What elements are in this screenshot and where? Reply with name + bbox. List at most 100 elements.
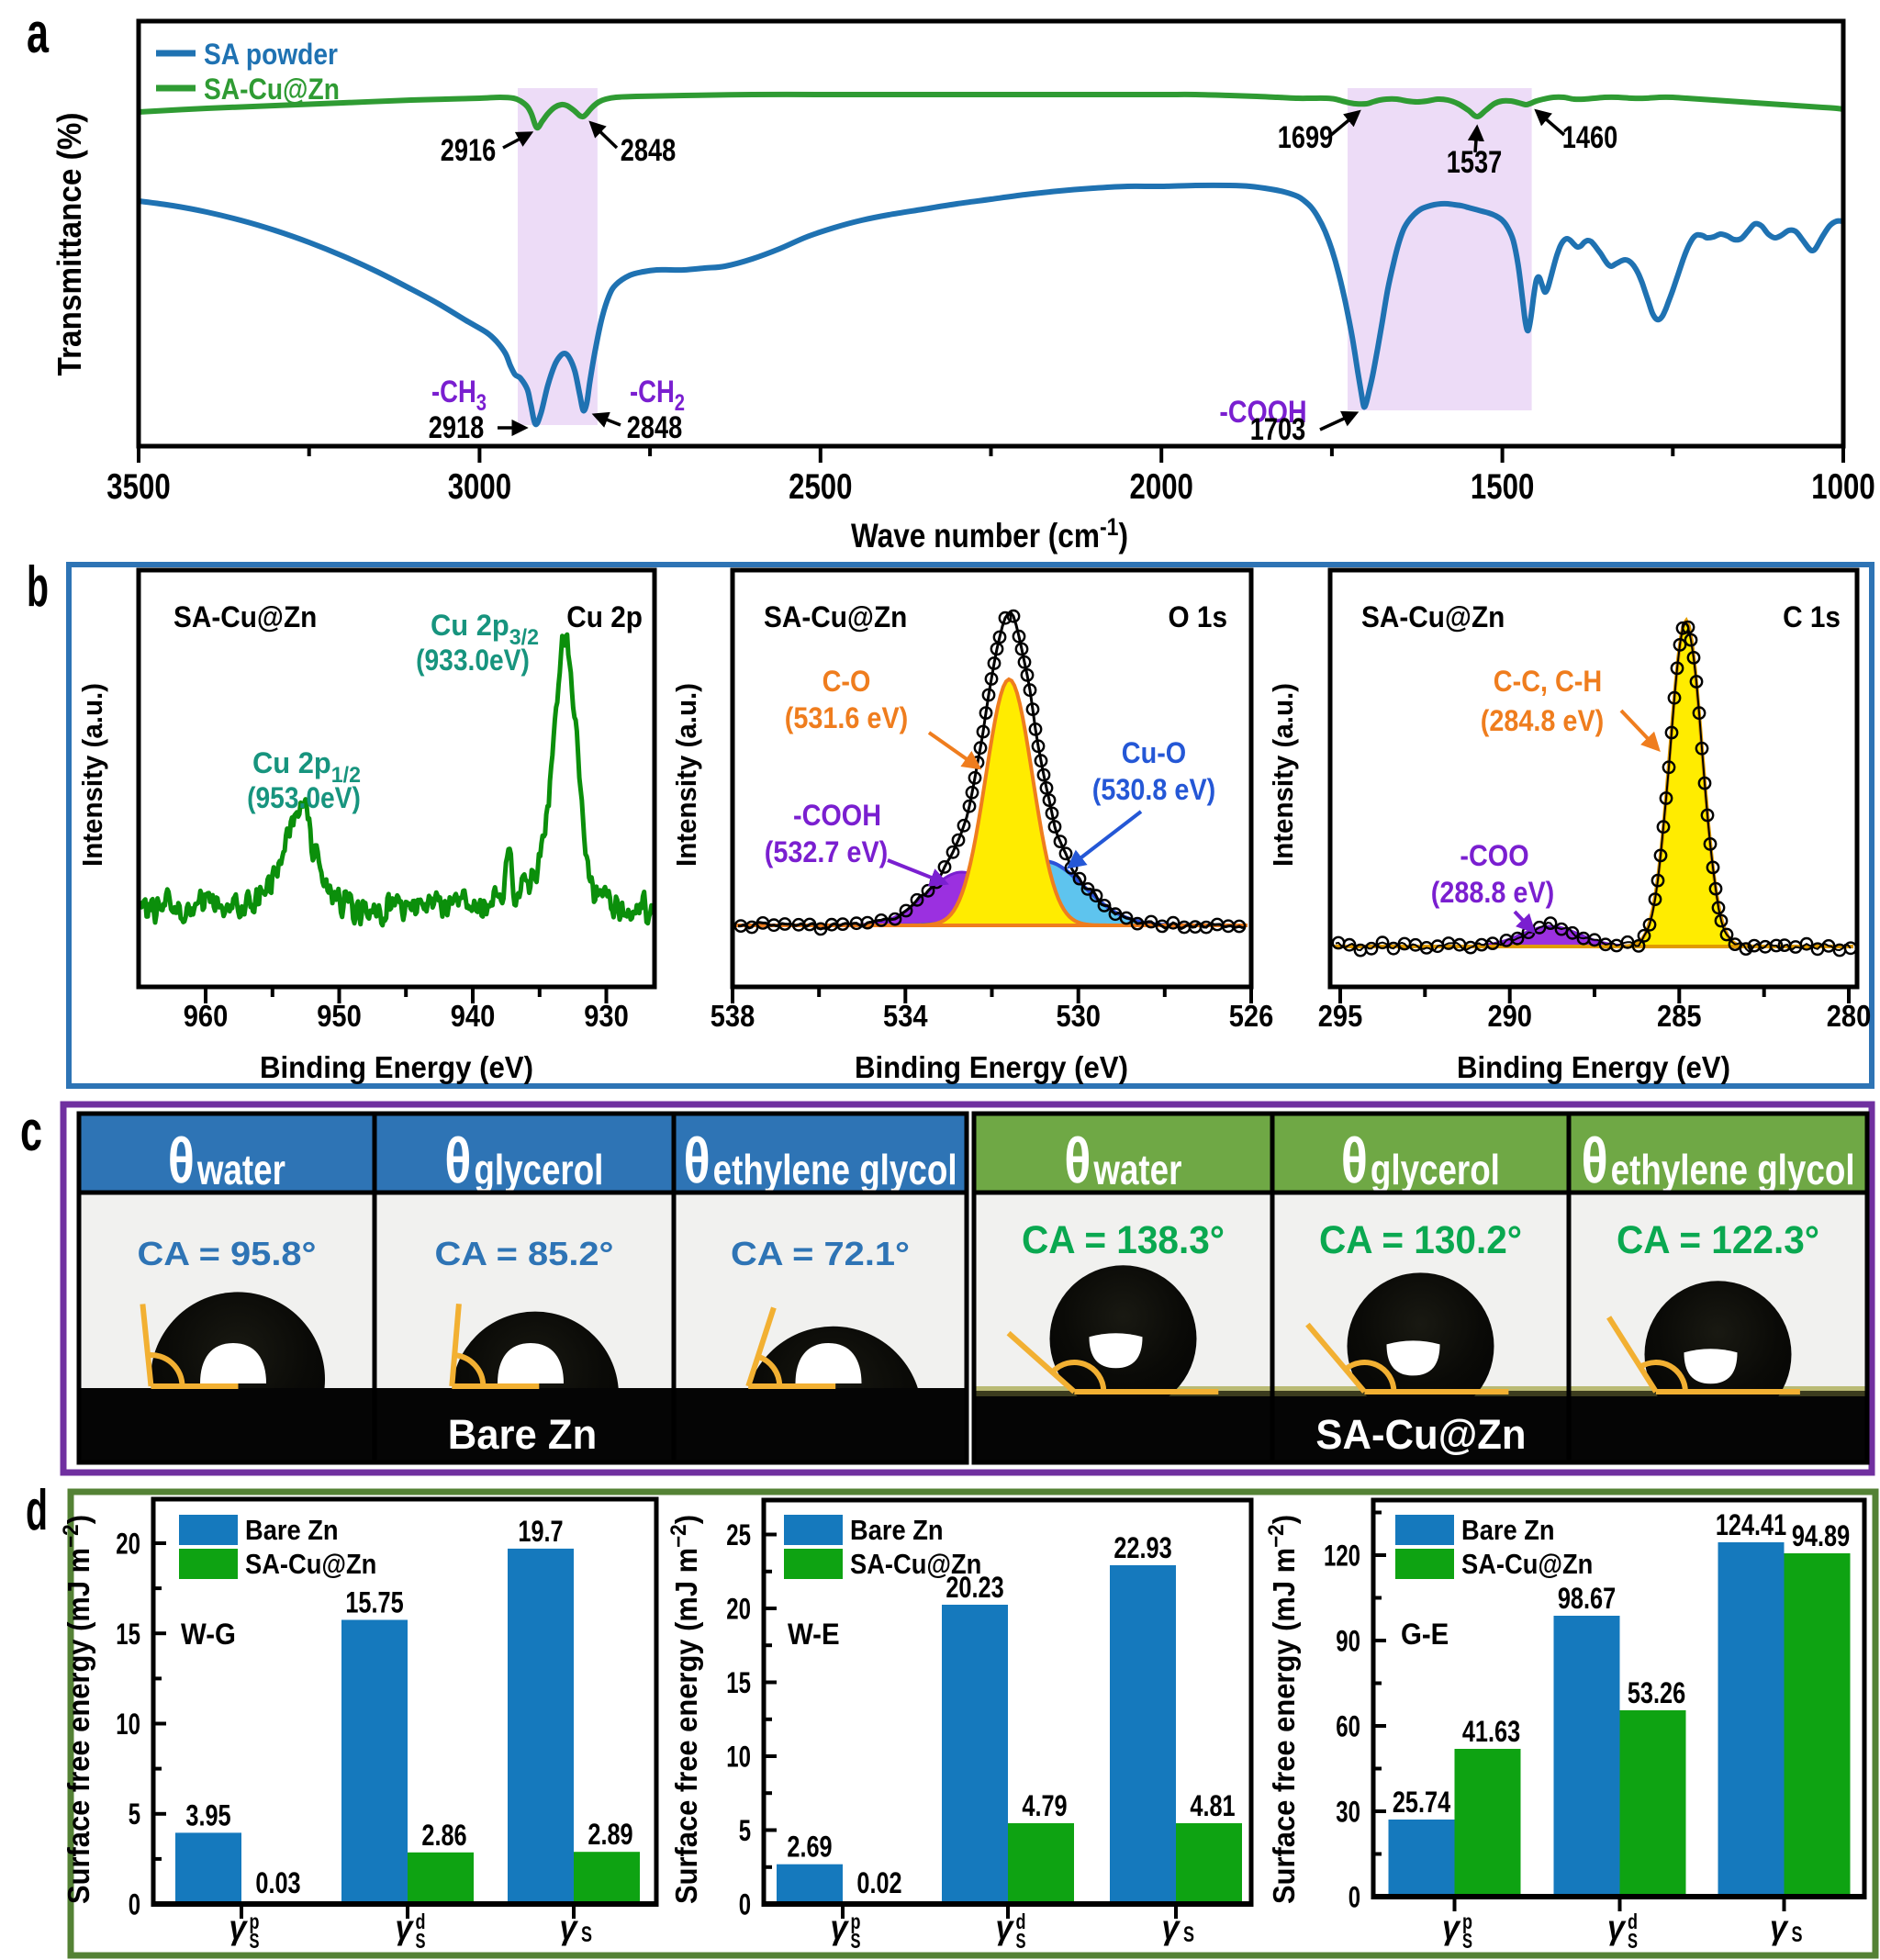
svg-text:Transmittance (%): Transmittance (%) xyxy=(50,113,88,376)
svg-text:γ: γ xyxy=(831,1909,850,1946)
svg-text:Surface free energy (mJ m−2): Surface free energy (mJ m−2) xyxy=(666,1515,703,1904)
svg-text:3000: 3000 xyxy=(448,467,511,507)
svg-text:538: 538 xyxy=(711,999,755,1033)
svg-text:1699: 1699 xyxy=(1278,120,1334,155)
svg-text:SA-Cu@Zn: SA-Cu@Zn xyxy=(850,1548,981,1580)
svg-text:γ: γ xyxy=(1607,1909,1627,1946)
svg-text:0.03: 0.03 xyxy=(255,1866,300,1899)
svg-text:Intensity (a.u.): Intensity (a.u.) xyxy=(76,683,108,867)
svg-text:ethylene glycol: ethylene glycol xyxy=(713,1146,957,1193)
svg-text:p: p xyxy=(851,1910,861,1933)
svg-text:S: S xyxy=(581,1922,592,1947)
svg-text:2.89: 2.89 xyxy=(588,1818,632,1851)
svg-text:S: S xyxy=(851,1929,861,1953)
svg-text:530: 530 xyxy=(1056,999,1101,1033)
svg-text:295: 295 xyxy=(1318,999,1363,1033)
svg-text:15: 15 xyxy=(116,1618,140,1651)
svg-text:water: water xyxy=(196,1146,285,1193)
svg-text:γ: γ xyxy=(1770,1909,1789,1946)
svg-text:2918: 2918 xyxy=(429,410,485,445)
svg-text:SA-Cu@Zn: SA-Cu@Zn xyxy=(764,600,907,633)
svg-text:S: S xyxy=(416,1929,426,1953)
svg-text:γ: γ xyxy=(1442,1909,1461,1946)
svg-text:(288.8 eV): (288.8 eV) xyxy=(1431,876,1555,909)
svg-text:Surface free energy (mJ m−2): Surface free energy (mJ m−2) xyxy=(59,1515,95,1904)
svg-text:19.7: 19.7 xyxy=(518,1515,563,1548)
svg-text:2848: 2848 xyxy=(627,410,683,445)
svg-text:p: p xyxy=(1462,1910,1472,1933)
svg-text:C 1s: C 1s xyxy=(1783,600,1841,633)
svg-text:(933.0eV): (933.0eV) xyxy=(416,644,530,677)
svg-text:γ: γ xyxy=(996,1909,1015,1946)
svg-text:5: 5 xyxy=(129,1798,140,1831)
svg-text:glycerol: glycerol xyxy=(1371,1146,1500,1193)
svg-text:θ: θ xyxy=(444,1125,471,1196)
svg-text:4.79: 4.79 xyxy=(1022,1789,1067,1822)
svg-text:4.81: 4.81 xyxy=(1190,1789,1235,1822)
svg-text:SA-Cu@Zn: SA-Cu@Zn xyxy=(173,600,317,633)
svg-text:Wave number (cm-1): Wave number (cm-1) xyxy=(851,513,1128,554)
svg-text:SA powder: SA powder xyxy=(204,38,338,71)
svg-text:20: 20 xyxy=(726,1593,751,1626)
svg-text:90: 90 xyxy=(1336,1625,1360,1658)
svg-text:S: S xyxy=(1183,1922,1194,1947)
svg-text:CA = 122.3°: CA = 122.3° xyxy=(1617,1218,1819,1262)
svg-text:G-E: G-E xyxy=(1401,1618,1449,1651)
svg-text:b: b xyxy=(27,555,49,619)
svg-text:Surface free energy (mJ m−2): Surface free energy (mJ m−2) xyxy=(1264,1515,1301,1904)
svg-text:p: p xyxy=(250,1910,260,1933)
svg-text:120: 120 xyxy=(1324,1540,1360,1573)
svg-text:Bare Zn: Bare Zn xyxy=(850,1514,944,1546)
svg-text:20: 20 xyxy=(116,1528,140,1561)
svg-text:30: 30 xyxy=(1336,1796,1360,1829)
svg-text:15.75: 15.75 xyxy=(345,1586,403,1619)
svg-text:5: 5 xyxy=(739,1814,751,1847)
svg-text:(284.8 eV): (284.8 eV) xyxy=(1481,704,1605,737)
svg-text:2916: 2916 xyxy=(441,133,497,168)
svg-text:-COO: -COO xyxy=(1460,839,1528,872)
svg-text:-COOH: -COOH xyxy=(793,799,881,832)
svg-text:Bare Zn: Bare Zn xyxy=(245,1514,339,1546)
svg-text:θ: θ xyxy=(168,1125,195,1196)
svg-text:CA = 95.8°: CA = 95.8° xyxy=(138,1235,317,1272)
svg-text:d: d xyxy=(26,1479,48,1542)
svg-text:940: 940 xyxy=(451,999,496,1033)
svg-text:d: d xyxy=(1628,1910,1638,1933)
svg-text:Binding Energy (eV): Binding Energy (eV) xyxy=(855,1050,1128,1084)
svg-text:SA-Cu@Zn: SA-Cu@Zn xyxy=(204,73,340,106)
svg-text:0: 0 xyxy=(739,1888,751,1921)
svg-text:950: 950 xyxy=(317,999,362,1033)
svg-text:S: S xyxy=(1628,1929,1638,1953)
svg-text:γ: γ xyxy=(560,1909,579,1946)
svg-text:(531.6 eV): (531.6 eV) xyxy=(785,701,909,734)
svg-text:10: 10 xyxy=(726,1741,751,1774)
svg-text:θ: θ xyxy=(1582,1125,1608,1196)
svg-text:C-C, C-H: C-C, C-H xyxy=(1494,665,1602,698)
svg-text:280: 280 xyxy=(1827,999,1872,1033)
svg-text:CA = 130.2°: CA = 130.2° xyxy=(1319,1218,1522,1262)
svg-text:θ: θ xyxy=(1064,1125,1091,1196)
svg-text:25: 25 xyxy=(726,1518,751,1551)
svg-text:20.23: 20.23 xyxy=(946,1571,1003,1604)
svg-text:glycerol: glycerol xyxy=(474,1146,603,1193)
svg-text:W-G: W-G xyxy=(181,1618,236,1651)
svg-text:a: a xyxy=(27,2,49,65)
svg-text:Bare Zn: Bare Zn xyxy=(1461,1514,1555,1546)
svg-text:0: 0 xyxy=(1348,1881,1360,1914)
svg-text:930: 930 xyxy=(584,999,629,1033)
svg-text:2000: 2000 xyxy=(1130,467,1193,507)
svg-text:60: 60 xyxy=(1336,1710,1360,1743)
svg-text:2848: 2848 xyxy=(621,133,677,168)
svg-text:3500: 3500 xyxy=(106,467,170,507)
svg-text:2500: 2500 xyxy=(789,467,852,507)
svg-text:94.89: 94.89 xyxy=(1792,1519,1850,1552)
svg-text:S: S xyxy=(250,1929,260,1953)
svg-text:526: 526 xyxy=(1229,999,1274,1033)
svg-text:15: 15 xyxy=(726,1666,751,1699)
svg-text:2.69: 2.69 xyxy=(787,1831,832,1864)
svg-text:Bare Zn: Bare Zn xyxy=(448,1411,598,1458)
svg-text:98.67: 98.67 xyxy=(1558,1582,1616,1615)
svg-text:Intensity (a.u.): Intensity (a.u.) xyxy=(1267,683,1299,867)
svg-text:SA-Cu@Zn: SA-Cu@Zn xyxy=(1461,1548,1593,1580)
svg-text:γ: γ xyxy=(396,1909,415,1946)
